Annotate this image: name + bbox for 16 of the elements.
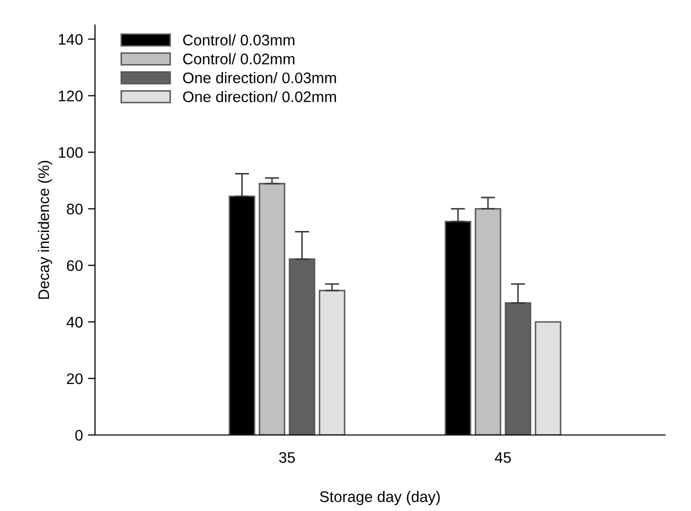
legend-label: Control/ 0.03mm	[183, 34, 294, 46]
legend-label: One direction/ 0.03mm	[183, 72, 336, 84]
legend-label: One direction/ 0.02mm	[183, 90, 336, 102]
y-tick-label: 120	[58, 90, 83, 102]
y-tick-label: 140	[58, 34, 83, 45]
x-axis-title: Storage day (day)	[320, 490, 440, 506]
x-tick-label: 35	[279, 452, 295, 463]
y-tick-label: 20	[66, 373, 83, 384]
legend-label: Control/ 0.02mm	[183, 53, 294, 64]
x-tick-label: 45	[494, 452, 511, 463]
y-tick-label: 0	[75, 430, 83, 441]
y-tick-label: 100	[58, 147, 83, 158]
y-tick-label: 40	[66, 316, 83, 328]
y-tick-label: 60	[66, 260, 83, 272]
y-tick-label: 80	[66, 204, 83, 214]
y-axis-title: Decay incidence (%)	[38, 160, 52, 299]
